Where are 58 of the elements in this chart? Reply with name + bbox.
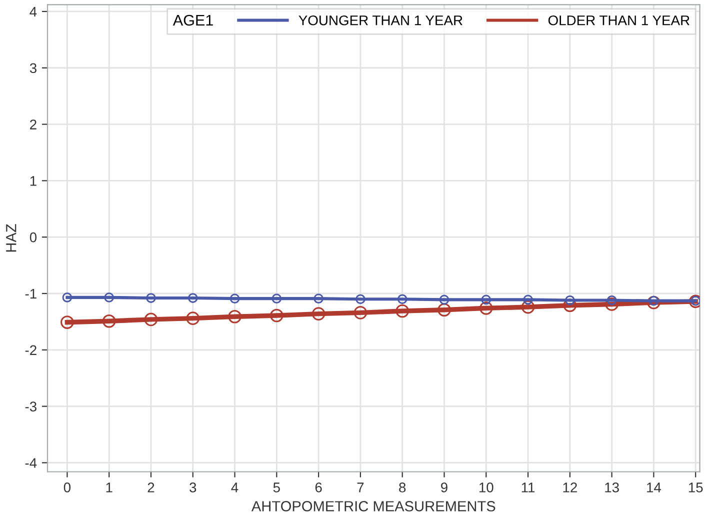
point <box>272 294 282 304</box>
point <box>230 294 240 304</box>
point <box>186 312 200 325</box>
point <box>228 310 242 324</box>
x-tick-label: 5 <box>273 482 280 492</box>
point <box>479 302 493 315</box>
y-tick-label: 3 <box>30 63 36 74</box>
y-tick-label: -4 <box>25 458 37 468</box>
x-tick-label: 15 <box>688 482 703 492</box>
point <box>188 293 198 303</box>
point <box>647 296 660 310</box>
point <box>438 303 451 317</box>
point <box>104 292 114 302</box>
x-tick-label: 9 <box>441 482 448 492</box>
legend-title: AGE1 <box>172 14 213 26</box>
y-tick-label: -3 <box>25 402 36 412</box>
x-axis-title: AHTOPOMETRIC MEASUREMENTS <box>251 501 496 512</box>
point <box>356 294 366 304</box>
point <box>481 294 492 305</box>
point <box>60 316 74 329</box>
x-tick-label: 10 <box>479 482 494 492</box>
y-tick-label: -1 <box>25 288 36 299</box>
x-tick-label: 8 <box>399 482 406 492</box>
point <box>312 307 326 320</box>
point <box>523 294 533 305</box>
y-tick-label: 1 <box>30 176 36 186</box>
x-tick-label: 12 <box>563 482 577 492</box>
x-tick-label: 0 <box>64 482 71 492</box>
x-tick-label: 4 <box>231 482 238 492</box>
point <box>397 294 408 304</box>
point <box>396 304 410 318</box>
point <box>605 298 618 311</box>
point <box>606 295 617 306</box>
point <box>144 312 158 326</box>
point <box>564 295 575 306</box>
point <box>521 300 535 314</box>
x-tick-label: 1 <box>106 482 112 492</box>
point <box>314 294 324 304</box>
point <box>102 314 116 328</box>
point <box>62 292 72 302</box>
legend-label: YOUNGER THAN 1 YEAR <box>298 15 462 26</box>
legend-label: OLDER THAN 1 YEAR <box>548 15 690 26</box>
x-tick-label: 3 <box>190 482 196 492</box>
point <box>270 308 284 322</box>
y-tick-label: 2 <box>30 120 36 130</box>
y-tick-label: -2 <box>25 345 36 355</box>
y-tick-label: 0 <box>30 232 37 242</box>
x-tick-label: 13 <box>605 482 619 492</box>
point <box>439 294 450 305</box>
y-tick-label: 4 <box>30 6 37 17</box>
point <box>146 293 156 303</box>
x-tick-label: 11 <box>522 482 535 492</box>
point <box>354 306 368 320</box>
x-tick-label: 6 <box>315 482 322 492</box>
x-tick-label: 14 <box>647 482 662 492</box>
x-tick-label: 7 <box>357 482 364 492</box>
y-axis-title: HAZ <box>6 224 16 252</box>
x-tick-label: 2 <box>148 482 154 492</box>
